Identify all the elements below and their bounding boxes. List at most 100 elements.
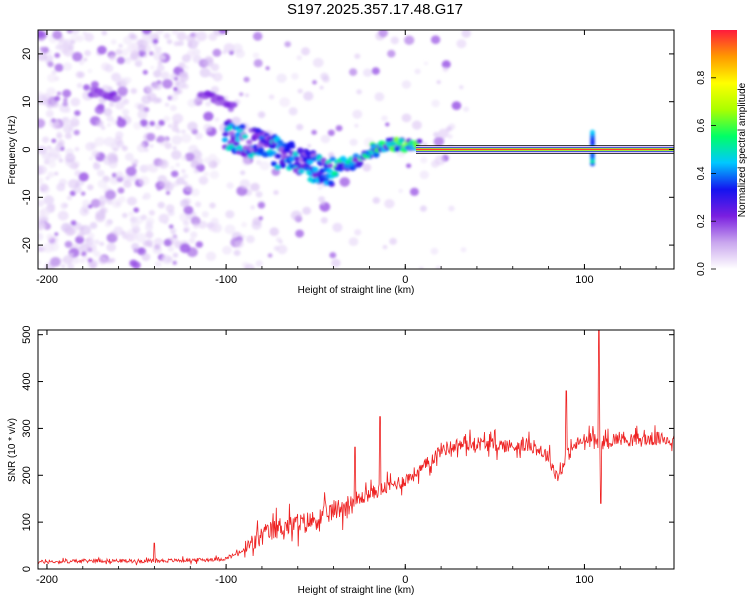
- spectrogram-cell: [163, 33, 171, 39]
- spectrogram-cell: [179, 243, 191, 254]
- spectrogram-cell: [99, 241, 105, 247]
- spectrogram-cell: [182, 83, 189, 90]
- spectrogram-cell: [162, 79, 173, 89]
- spectrogram-cell: [258, 216, 263, 221]
- spectrogram-cell: [156, 135, 165, 143]
- spectrogram-cell: [100, 125, 106, 130]
- spectrogram-cell: [387, 49, 396, 58]
- spectrogram-cell: [226, 182, 234, 189]
- spectrogram-cell: [104, 64, 114, 73]
- spectrogram-cell: [105, 189, 116, 200]
- spectrogram-cell: [94, 136, 105, 147]
- spectrogram-cell: [146, 36, 155, 45]
- spectrogram-cell: [276, 244, 288, 255]
- spectrogram-cell: [68, 164, 74, 169]
- spectrogram-cell: [120, 48, 129, 57]
- spectrogram-cell: [253, 59, 263, 68]
- spectrogram-cell: [63, 255, 73, 265]
- spectrogram-cell: [152, 245, 162, 254]
- spectrogram-cell: [291, 72, 299, 80]
- spectrogram-cell: [142, 53, 148, 58]
- spectrogram-cell: [71, 115, 78, 122]
- spectrogram-cell: [57, 210, 69, 221]
- spectrogram-cell: [357, 160, 364, 166]
- spectrogram-cell: [64, 240, 73, 248]
- spectrogram-cell: [50, 203, 56, 209]
- spectrogram-cell: [48, 161, 57, 168]
- spectrogram-cell: [318, 196, 326, 203]
- spectrogram-cell: [456, 39, 467, 49]
- spectrogram-cell: [203, 171, 209, 177]
- spectrogram-cell: [134, 60, 143, 67]
- spectrogram-cell: [424, 61, 428, 66]
- spectrogram-cell: [210, 217, 219, 225]
- spectrogram-cell: [54, 63, 64, 72]
- spectrogram-cell: [255, 191, 263, 198]
- x-tick-label: 100: [575, 274, 593, 286]
- spectrogram-cell: [68, 179, 79, 189]
- spectrogram-cell: [38, 177, 44, 185]
- spectrogram-cell: [433, 131, 440, 138]
- spectrogram-cell: [157, 201, 165, 209]
- spectrogram-cell: [90, 81, 99, 89]
- spectrogram-cell: [190, 216, 201, 226]
- spectrogram-cell: [130, 220, 140, 229]
- spectrogram-cell: [239, 179, 251, 190]
- spectrogram-cell: [227, 144, 235, 150]
- spectrogram-cell: [239, 92, 244, 97]
- spectrogram-cell: [183, 228, 189, 233]
- spectrogram-cell: [203, 123, 213, 132]
- spectrogram-cell: [62, 62, 73, 71]
- spectrogram-cell: [140, 143, 146, 148]
- spectrogram-cell: [61, 42, 71, 51]
- spectrogram-cell: [133, 122, 142, 130]
- spectrogram-cell: [113, 95, 122, 102]
- spectrogram-cell: [85, 142, 96, 151]
- spectrogram-cell: [38, 260, 42, 265]
- spectrogram-cell: [224, 43, 235, 53]
- y-tick-label: 500: [21, 326, 33, 344]
- spectrogram-cell: [187, 99, 197, 108]
- spectrogram-cell: [239, 123, 246, 129]
- spectrogram-cell: [441, 60, 451, 69]
- spectrogram-cell: [108, 54, 117, 62]
- spectrogram-cell: [145, 220, 153, 228]
- spectrogram-cell: [442, 66, 449, 72]
- y-tick-label: 400: [21, 372, 33, 390]
- spectrogram-cell: [362, 68, 373, 77]
- spectrogram-cell: [54, 95, 61, 102]
- spectrogram-cell: [116, 202, 120, 206]
- spectrogram-cell: [70, 220, 77, 226]
- spectrogram-cell: [43, 159, 50, 165]
- spectrogram-cell: [84, 32, 94, 42]
- spectrogram-cell: [58, 158, 64, 163]
- spectrogram-cell: [83, 84, 90, 91]
- spectrogram-cell: [109, 90, 118, 97]
- spectrogram-cell: [301, 47, 310, 56]
- spectrogram-cell: [460, 247, 467, 253]
- spectrogram-cell: [319, 168, 326, 174]
- spectrogram-cell: [390, 36, 399, 45]
- spectrogram-cell: [79, 225, 91, 235]
- spectrogram-cell: [87, 68, 93, 74]
- spectrogram-cell: [137, 247, 147, 256]
- spectrogram-cell: [251, 220, 262, 230]
- spectrogram-cell: [118, 43, 123, 48]
- spectrogram-cell: [295, 229, 304, 238]
- spectrogram-cell: [296, 123, 304, 131]
- spectrogram-cell: [212, 48, 222, 57]
- spectrogram-cell: [149, 144, 154, 148]
- spectrogram-cell: [86, 243, 97, 253]
- colorbar-tick-label: 0.4: [696, 166, 707, 180]
- spectrogram-x-label: Height of straight line (km): [298, 285, 415, 296]
- spectrogram-cell: [590, 129, 595, 135]
- spectrogram-cell: [79, 258, 86, 264]
- spectrogram-cell: [171, 30, 179, 36]
- spectrogram-x-ticks: -200 -100 0 100: [36, 30, 657, 286]
- spectrogram-cell: [203, 157, 212, 164]
- spectrogram-cell: [131, 158, 139, 166]
- spectrogram-cell: [81, 204, 89, 212]
- spectrogram-cell: [279, 159, 286, 165]
- spectrogram-cell: [107, 123, 111, 127]
